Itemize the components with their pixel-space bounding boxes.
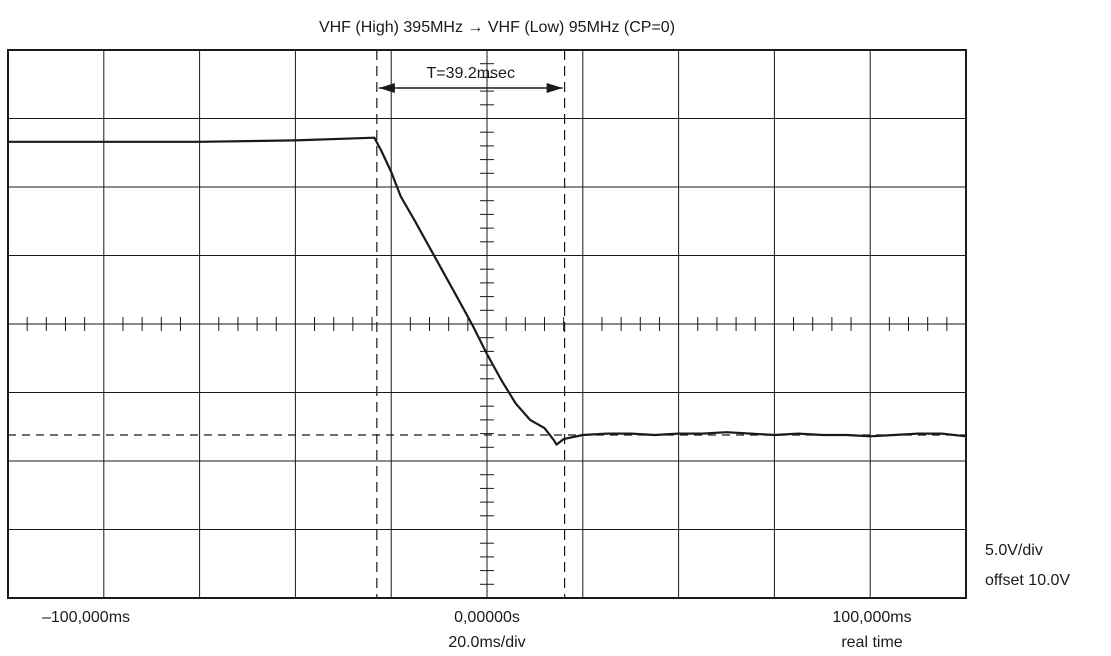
bottom-center-time-label: 0,00000s [454, 609, 520, 626]
time-per-div-label: 20.0ms/div [448, 634, 525, 651]
volts-per-div-label: 5.0V/div [985, 542, 1043, 559]
offset-label: offset 10.0V [985, 572, 1070, 589]
chart-title: VHF (High) 395MHz → VHF (Low) 95MHz (CP=… [319, 19, 675, 36]
bottom-left-time-label: –100,000ms [42, 609, 130, 626]
acquisition-mode-label: real time [841, 634, 902, 651]
axis-ticks [26, 63, 948, 585]
grid [8, 50, 966, 598]
waveform-trace [8, 136, 967, 446]
delta-arrowhead-right [546, 83, 563, 93]
bottom-right-time-label: 100,000ms [832, 609, 911, 626]
delta-arrowhead-left [378, 83, 395, 93]
delta-time-label: T=39.2msec [426, 65, 514, 82]
